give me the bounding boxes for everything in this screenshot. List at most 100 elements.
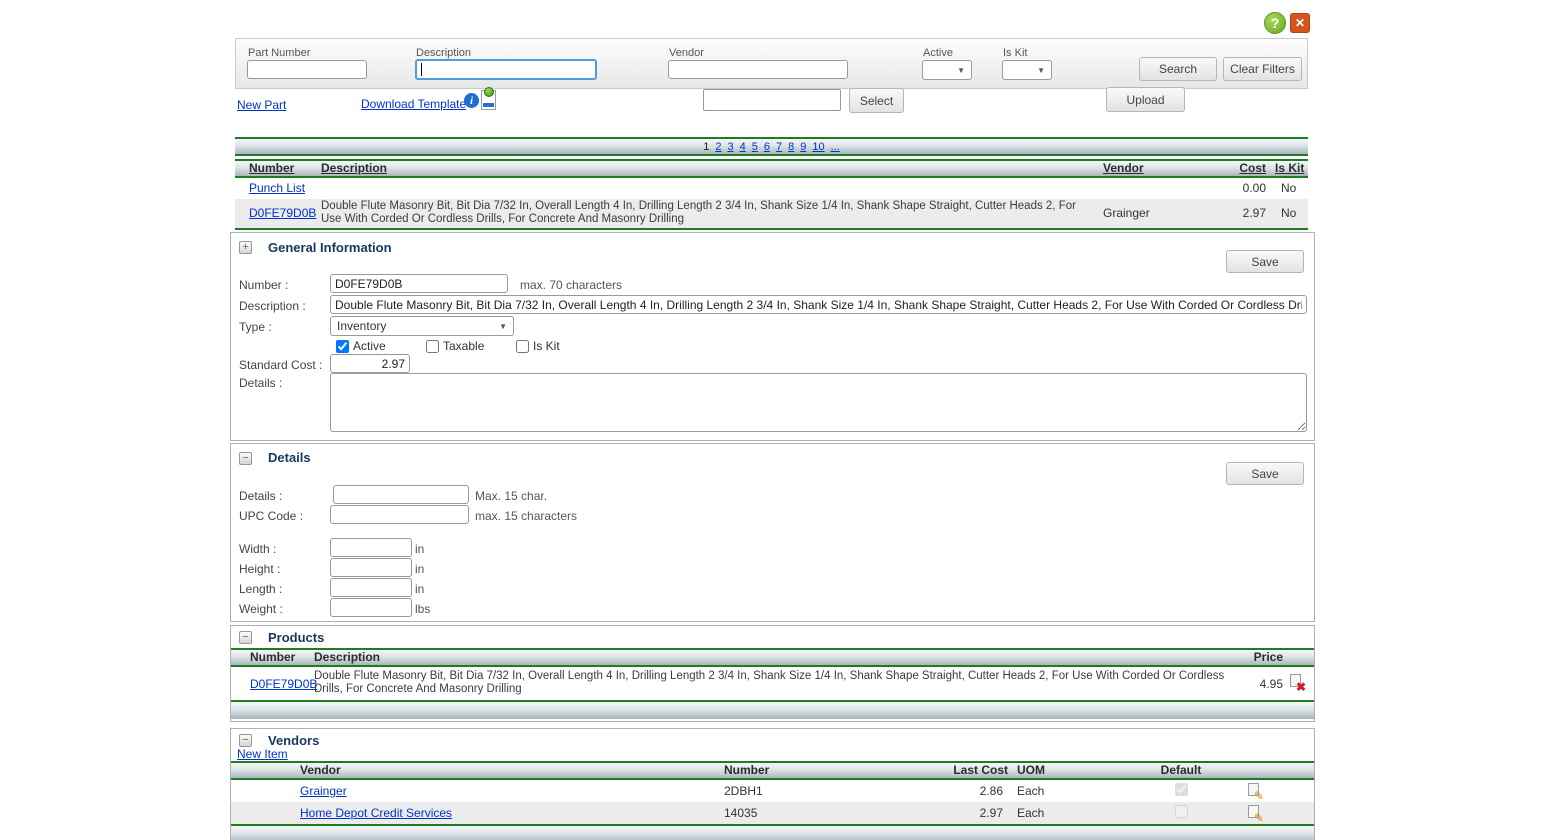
width-field[interactable]	[330, 538, 412, 557]
pagination-page-8[interactable]: 8	[788, 141, 795, 153]
part-link-d0fe79d0b[interactable]: D0FE79D0B	[249, 206, 317, 220]
select-file-button[interactable]: Select	[849, 88, 904, 113]
sort-vendor-header[interactable]: Vendor	[1103, 161, 1144, 175]
vendors-section: − Vendors New Item Vendor Number Last Co…	[230, 728, 1315, 840]
length-label: Length :	[239, 582, 283, 596]
vendor-link-home-depot[interactable]: Home Depot Credit Services	[300, 806, 453, 820]
upload-file-input[interactable]	[703, 89, 841, 111]
part-is-kit: No	[1281, 206, 1297, 220]
details-textarea[interactable]	[330, 373, 1307, 432]
sort-number-header[interactable]: Number	[249, 161, 295, 175]
height-label: Height :	[239, 562, 281, 576]
pagination-page-7[interactable]: 7	[775, 141, 783, 153]
part-number-filter-input[interactable]	[247, 60, 367, 79]
table-row: D0FE79D0B Double Flute Masonry Bit, Bit …	[231, 667, 1314, 700]
text-caret	[421, 63, 422, 76]
part-link-punch-list[interactable]: Punch List	[249, 181, 306, 195]
active-filter-select[interactable]: ▼	[922, 60, 972, 80]
number-header: Number	[250, 650, 296, 664]
vendor-link-grainger[interactable]: Grainger	[300, 784, 347, 798]
number-label: Number :	[239, 278, 289, 292]
download-template-link[interactable]: Download Template	[361, 97, 467, 111]
number-header: Number	[724, 763, 770, 777]
upc-code-field[interactable]	[330, 505, 469, 524]
chevron-down-icon: ▼	[1037, 65, 1045, 75]
new-item-link[interactable]: New Item	[237, 747, 288, 761]
price-header: Price	[1253, 650, 1283, 664]
details-field[interactable]	[333, 485, 469, 504]
pagination-current: 1	[703, 141, 710, 153]
last-cost-header: Last Cost	[953, 763, 1008, 777]
clear-filters-button[interactable]: Clear Filters	[1223, 57, 1302, 81]
product-price: 4.95	[1259, 677, 1283, 691]
is-kit-checkbox[interactable]	[516, 340, 529, 354]
weight-label: Weight :	[239, 602, 283, 616]
standard-cost-label: Standard Cost :	[239, 358, 323, 372]
pagination-page-2[interactable]: 2	[715, 141, 722, 153]
pagination-page-5[interactable]: 5	[751, 141, 758, 153]
vendor-uom: Each	[1017, 806, 1045, 820]
height-field[interactable]	[330, 558, 412, 577]
description-field[interactable]	[330, 295, 1307, 314]
collapse-icon[interactable]: −	[239, 734, 252, 747]
edit-icon[interactable]: ✎	[1246, 805, 1264, 824]
table-bottom-border	[235, 228, 1308, 230]
weight-unit: lbs	[415, 602, 431, 616]
html-file-icon[interactable]	[481, 87, 496, 110]
pagination-page-10[interactable]: 10	[812, 141, 825, 153]
details-max-note: Max. 15 char.	[475, 489, 548, 503]
new-part-link[interactable]: New Part	[237, 98, 287, 112]
description-filter-input[interactable]	[415, 59, 597, 80]
active-checkbox[interactable]	[336, 340, 349, 354]
edit-icon[interactable]: ✎	[1246, 783, 1264, 802]
details-label: Details :	[239, 376, 283, 390]
products-section: − Products Number Description Price D0FE…	[230, 625, 1315, 722]
vendors-table-header: Vendor Number Last Cost UOM Default	[231, 761, 1314, 780]
collapse-icon[interactable]: −	[239, 631, 252, 644]
number-max-note: max. 70 characters	[520, 278, 623, 292]
taxable-checkbox[interactable]	[426, 340, 439, 354]
vendor-filter-input[interactable]	[668, 60, 848, 79]
type-label: Type :	[239, 320, 272, 334]
pagination-more[interactable]: ...	[830, 141, 840, 153]
sort-cost-header[interactable]: Cost	[1239, 161, 1266, 175]
uom-header: UOM	[1017, 763, 1045, 777]
part-vendor: Grainger	[1103, 206, 1150, 220]
collapse-icon[interactable]: −	[239, 452, 252, 465]
table-row: Grainger 2DBH1 2.86 Each ✎	[231, 780, 1314, 802]
part-cost: 2.97	[1242, 206, 1266, 220]
pagination-page-4[interactable]: 4	[739, 141, 746, 153]
close-icon[interactable]: ✕	[1290, 13, 1310, 33]
search-button[interactable]: Search	[1139, 57, 1217, 81]
standard-cost-field[interactable]	[330, 354, 410, 373]
is-kit-label: Is Kit	[1003, 47, 1028, 59]
pagination-page-3[interactable]: 3	[727, 141, 734, 153]
pagination-page-6[interactable]: 6	[763, 141, 770, 153]
number-field[interactable]	[330, 274, 508, 293]
sort-description-header[interactable]: Description	[321, 161, 388, 175]
delete-icon[interactable]: ✖	[1288, 674, 1306, 693]
taxable-checkbox-group: Taxable	[426, 339, 484, 354]
save-button[interactable]: Save	[1226, 462, 1304, 485]
products-table-header: Number Description Price	[231, 648, 1314, 667]
vendor-last-cost: 2.97	[979, 806, 1003, 820]
upload-button[interactable]: Upload	[1106, 87, 1185, 112]
height-unit: in	[415, 562, 425, 576]
chevron-down-icon: ▼	[499, 321, 507, 331]
save-button[interactable]: Save	[1226, 250, 1304, 273]
help-icon[interactable]: ?	[1264, 12, 1286, 34]
is-kit-filter-select[interactable]: ▼	[1002, 60, 1052, 80]
active-checkbox-group: Active	[336, 339, 386, 354]
product-link[interactable]: D0FE79D0B	[250, 677, 318, 691]
sort-is-kit-header[interactable]: Is Kit	[1275, 161, 1305, 175]
description-label: Description	[416, 47, 472, 59]
weight-field[interactable]	[330, 598, 412, 617]
length-field[interactable]	[330, 578, 412, 597]
is-kit-checkbox-label: Is Kit	[533, 339, 560, 353]
product-description: Double Flute Masonry Bit, Bit Dia 7/32 I…	[314, 670, 1225, 695]
html-band	[483, 103, 494, 107]
expand-icon[interactable]: +	[239, 241, 252, 254]
default-checkbox	[1174, 805, 1188, 818]
pagination-page-9[interactable]: 9	[800, 141, 807, 153]
type-select[interactable]: Inventory ▼	[330, 316, 514, 336]
